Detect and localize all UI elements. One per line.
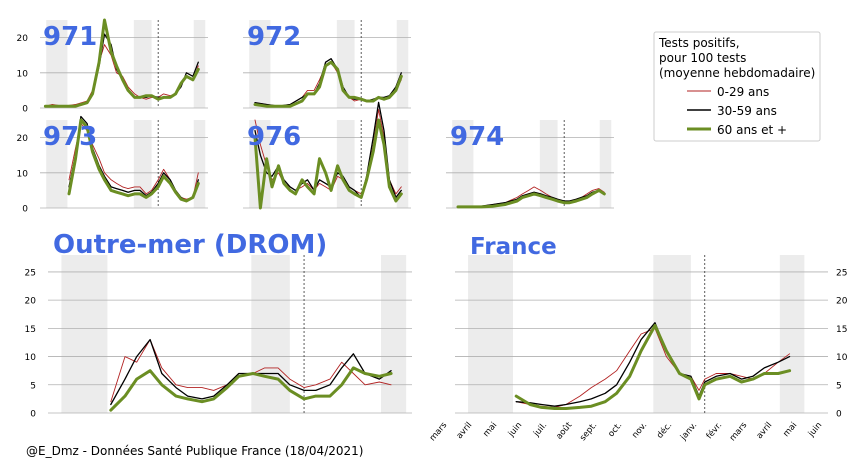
y-tick-label: 0 bbox=[22, 205, 28, 215]
shaded-period-3 bbox=[396, 20, 409, 108]
x-tick-label: mars bbox=[428, 420, 450, 443]
x-tick-label: mai bbox=[481, 421, 499, 440]
chart-panel-1: 0 10 20 971 bbox=[17, 18, 208, 115]
y-tick-label: 0 bbox=[22, 105, 28, 115]
x-tick-label: juin bbox=[806, 421, 824, 440]
x-tick-label: juin bbox=[506, 421, 524, 440]
y-tick-label: 25 bbox=[25, 268, 36, 278]
series-line-old bbox=[253, 118, 403, 210]
legend-label-young: 0-29 ans bbox=[717, 85, 769, 99]
x-tick-label: août bbox=[554, 420, 574, 442]
legend: Tests positifs, pour 100 tests (moyenne … bbox=[653, 31, 821, 142]
panel-title: 972 bbox=[247, 22, 301, 52]
series-line-old bbox=[67, 118, 200, 203]
shaded-period-3 bbox=[381, 255, 407, 413]
shaded-period-1 bbox=[249, 20, 271, 108]
y-tick-label: 10 bbox=[17, 69, 29, 79]
series-line-young bbox=[254, 61, 402, 107]
chart-panel-2: 972 bbox=[243, 20, 411, 109]
panel-title: 973 bbox=[43, 122, 97, 152]
legend-title-line-1: Tests positifs, bbox=[658, 36, 740, 50]
y-tick-label: 20 bbox=[17, 34, 29, 44]
y-tick-label: 25 bbox=[836, 268, 847, 278]
shaded-period-2 bbox=[251, 255, 290, 413]
y-tick-label: 5 bbox=[30, 381, 36, 391]
shaded-period-3 bbox=[193, 120, 206, 208]
source-credit: @E_Dmz - Données Santé Publique France (… bbox=[26, 444, 364, 458]
y-tick-label: 10 bbox=[836, 353, 848, 363]
y-tick-label: 10 bbox=[25, 353, 37, 363]
shaded-period-2 bbox=[133, 120, 152, 208]
legend-frame bbox=[653, 31, 821, 142]
series-line-old bbox=[43, 18, 200, 108]
panel-title: 974 bbox=[450, 122, 504, 152]
legend-title-line-2: pour 100 tests bbox=[659, 51, 746, 65]
y-tick-label: 15 bbox=[25, 325, 36, 335]
x-tick-label: juil. bbox=[531, 421, 549, 440]
panel-title: 976 bbox=[247, 122, 301, 152]
x-tick-label: nov. bbox=[630, 421, 649, 441]
series-line-middle bbox=[515, 322, 791, 407]
panel-title: 971 bbox=[43, 22, 97, 52]
chart-panel-3: 0 10 20 973 bbox=[17, 115, 208, 215]
chart-panel-6: 0 5 10 15 20 25 Outre-mer (DROM) bbox=[25, 230, 412, 420]
series-line-old bbox=[514, 324, 792, 410]
series-line-old bbox=[253, 60, 403, 108]
x-tick-label: oct. bbox=[606, 421, 624, 440]
series-line-old bbox=[456, 188, 606, 209]
x-tick-label: avril bbox=[455, 421, 475, 442]
panel-title: France bbox=[470, 234, 557, 260]
shaded-period-2 bbox=[539, 120, 558, 208]
y-tick-label: 20 bbox=[836, 297, 848, 307]
legend-label-middle: 30-59 ans bbox=[717, 104, 777, 118]
shaded-period-3 bbox=[193, 20, 206, 108]
series-line-old bbox=[109, 366, 393, 412]
x-tick-label: févr. bbox=[704, 420, 724, 441]
chart-panel-4: 976 bbox=[243, 101, 411, 210]
shaded-period-3 bbox=[599, 120, 612, 208]
y-tick-label: 20 bbox=[25, 297, 37, 307]
y-tick-label: 5 bbox=[836, 381, 842, 391]
shaded-period-1 bbox=[468, 255, 513, 413]
chart-panel-5: 974 bbox=[446, 120, 614, 209]
shaded-period-2 bbox=[336, 120, 355, 208]
panel-title: Outre-mer (DROM) bbox=[53, 230, 327, 260]
x-tick-label: déc. bbox=[654, 420, 674, 441]
x-tick-label: mai bbox=[781, 421, 799, 440]
y-tick-label: 10 bbox=[17, 169, 29, 179]
series-line-young bbox=[515, 327, 791, 408]
legend-title-line-3: (moyenne hebdomadaire) bbox=[659, 66, 815, 80]
shaded-period-2 bbox=[133, 20, 152, 108]
shaded-period-1 bbox=[46, 20, 68, 108]
x-tick-label: mars bbox=[728, 420, 750, 443]
x-tick-label: janv. bbox=[678, 421, 699, 444]
y-tick-label: 0 bbox=[30, 410, 36, 420]
series-line-middle bbox=[457, 189, 605, 207]
shaded-period-3 bbox=[396, 120, 409, 208]
x-tick-label: sept. bbox=[578, 421, 599, 444]
shaded-period-1 bbox=[452, 120, 474, 208]
y-tick-label: 15 bbox=[836, 325, 847, 335]
y-tick-label: 0 bbox=[836, 410, 842, 420]
shaded-period-1 bbox=[46, 120, 68, 208]
shaded-period-3 bbox=[779, 255, 805, 413]
shaded-period-1 bbox=[61, 255, 108, 413]
series-line-young bbox=[254, 108, 402, 195]
legend-label-old: 60 ans et + bbox=[717, 123, 787, 137]
y-tick-label: 20 bbox=[17, 134, 29, 144]
x-tick-label: avril bbox=[755, 421, 775, 442]
